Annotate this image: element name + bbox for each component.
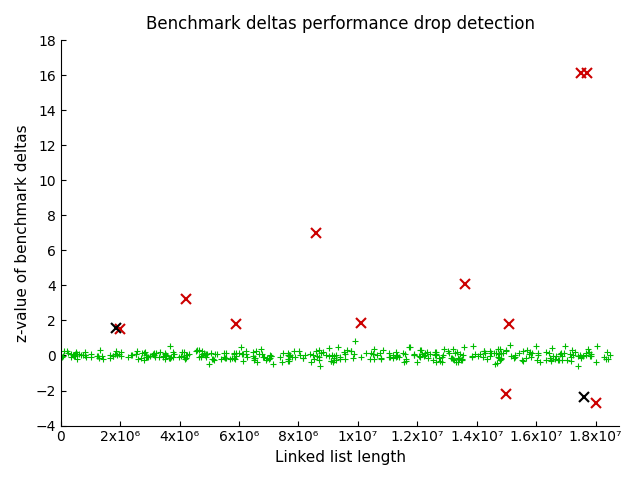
X-axis label: Linked list length: Linked list length: [275, 450, 406, 465]
Title: Benchmark deltas performance drop detection: Benchmark deltas performance drop detect…: [145, 15, 534, 33]
Y-axis label: z-value of benchmark deltas: z-value of benchmark deltas: [15, 124, 30, 342]
